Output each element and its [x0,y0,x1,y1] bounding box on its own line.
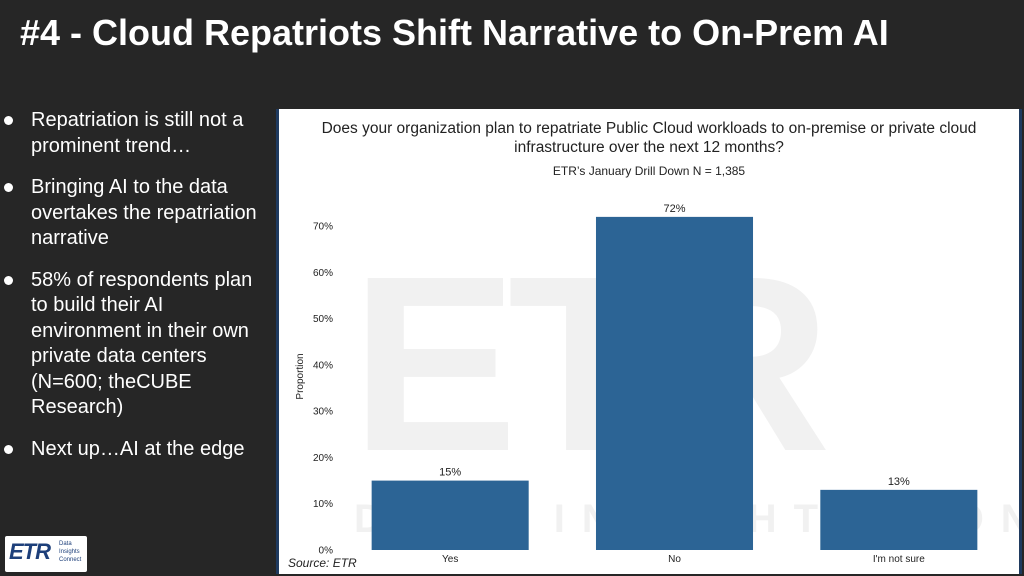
data-label: 13% [888,476,910,488]
y-axis-label: Proportion [295,353,306,399]
bullet-dot-icon [4,116,13,125]
bullet-dot-icon [4,444,13,454]
bar-chart: 0% 10% 20% 30% 40% 50% 60% 70% Proportion 15% Yes 7… [295,203,978,565]
bar [371,480,529,550]
y-tick-label: 0% [319,546,334,557]
panel-right-border [1019,109,1022,574]
x-tick-label: No [668,554,681,565]
chart-subtitle: ETR’s January Drill Down N = 1,385 [552,164,746,178]
x-tick-label: I'm not sure [873,554,925,565]
bullet-dot-icon [4,275,13,285]
bullet-item: Bringing AI to the data overtakes the re… [4,175,272,252]
chart-panel: ETR DATA INSIGHTS CONNECT Does your orga… [276,109,1022,574]
logo-mark: ETR [9,539,51,564]
bullet-item: Repatriation is still not a prominent tr… [4,108,272,159]
y-tick-label: 10% [313,499,333,510]
data-label: 15% [439,467,461,479]
bullet-item: 58% of respondents plan to build their A… [4,268,272,421]
y-tick-label: 40% [313,360,333,371]
bullet-text: Bringing AI to the data overtakes the re… [31,176,257,249]
y-tick-label: 60% [313,268,333,279]
y-tick-label: 50% [313,314,333,325]
slide-title: #4 - Cloud Repatriots Shift Narrative to… [20,12,889,53]
bullet-item: Next up…AI at the edge [4,437,272,463]
bullet-list: Repatriation is still not a prominent tr… [4,108,272,478]
x-tick-label: Yes [442,554,458,565]
etr-logo: ETR Data Insights Connect [5,536,87,572]
bullet-dot-icon [4,183,13,192]
bar [595,216,754,550]
y-tick-label: 20% [313,453,333,464]
bullet-text: Repatriation is still not a prominent tr… [31,109,244,157]
panel-left-border [276,109,279,574]
bullet-text: Next up…AI at the edge [31,437,245,460]
chart-title: Does your organization plan to repatriat… [321,120,977,156]
chart-source: Source: ETR [288,556,357,570]
y-tick-label: 70% [313,222,333,233]
logo-tagline: Data Insights Connect [59,541,82,563]
bullet-text: 58% of respondents plan to build their A… [31,268,253,419]
data-label: 72% [663,203,685,215]
bar [820,489,978,550]
y-tick-label: 30% [313,407,333,418]
